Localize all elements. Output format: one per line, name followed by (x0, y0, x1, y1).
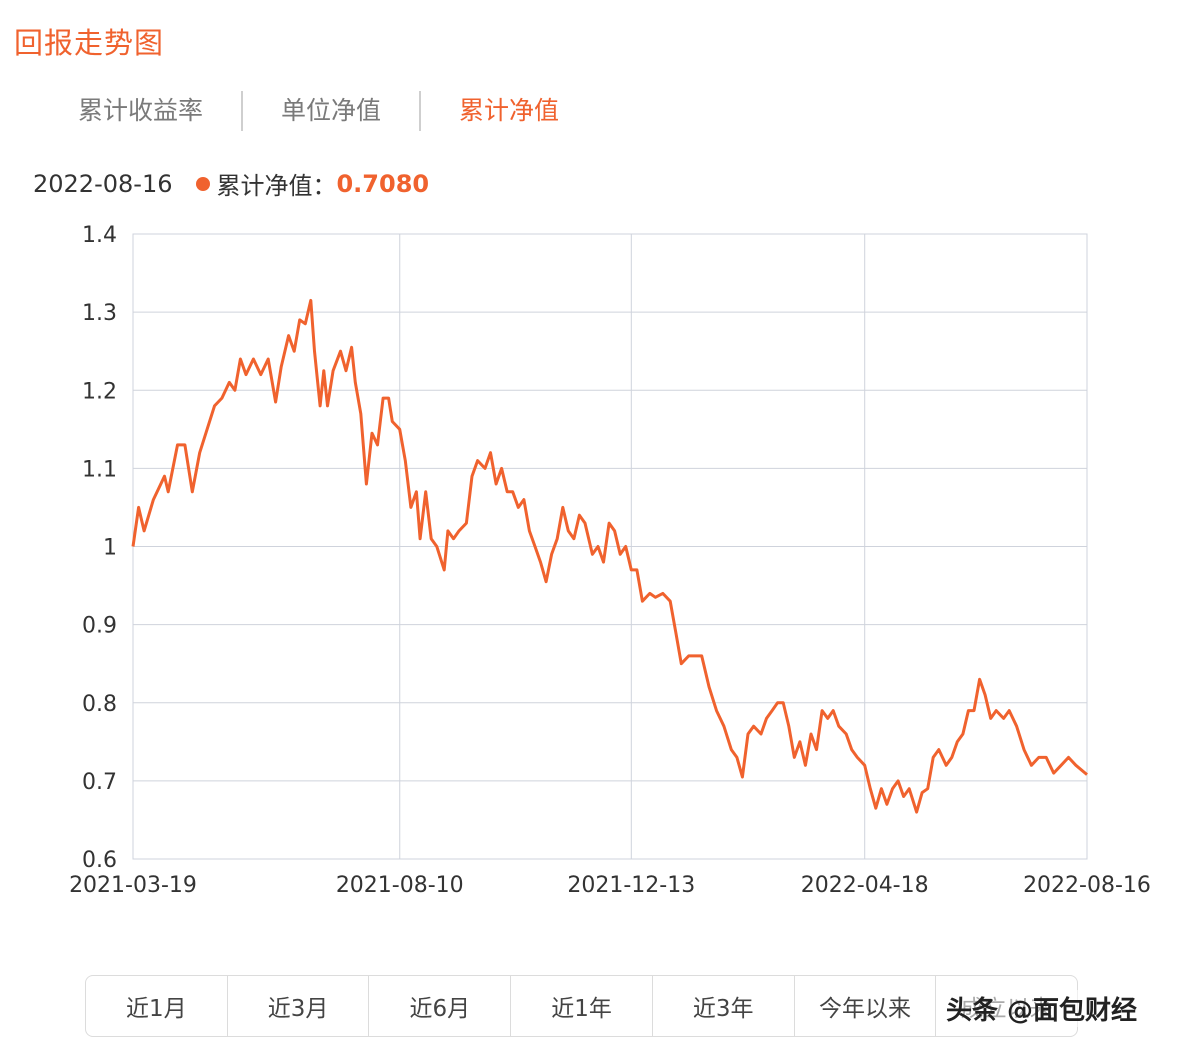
tooltip-label: 累计净值： (216, 172, 337, 200)
tab-cumulative-return[interactable]: 累计收益率 (78, 96, 204, 125)
range-selector: 近1月 近3月 近6月 近1年 近3年 今年以来 成立以来 (85, 975, 1078, 1037)
chart-tooltip: 2022-08-16 累计净值： 0.7080 (33, 166, 429, 201)
chart-tabs: 累计收益率 单位净值 累计净值 (40, 86, 597, 136)
range-ytd[interactable]: 今年以来 (795, 976, 937, 1036)
nav-line-chart[interactable]: 0.6 0.7 0.8 0.9 1 1.1 1.2 1.3 1.4 2021-03-19 2021-… (0, 210, 1188, 910)
y-tick-label: 1.4 (82, 223, 117, 248)
y-tick-label: 1 (103, 536, 117, 561)
x-tick-label: 2021-08-10 (336, 873, 464, 898)
tooltip-value: 0.7080 (336, 169, 430, 198)
watermark: 头条 @面包财经 (940, 990, 1144, 1027)
x-tick-label: 2022-08-16 (1023, 873, 1151, 898)
range-1y[interactable]: 近1年 (511, 976, 653, 1036)
tooltip-date: 2022-08-16 (33, 169, 173, 198)
tab-divider (419, 91, 422, 131)
range-3m[interactable]: 近3月 (228, 976, 370, 1036)
y-tick-label: 1.3 (82, 301, 117, 326)
page-title: 回报走势图 (14, 26, 165, 60)
tab-divider (241, 91, 244, 131)
y-tick-label: 0.8 (82, 692, 117, 717)
series-line (131, 298, 1088, 814)
tab-cumulative-nav[interactable]: 累计净值 (459, 96, 560, 125)
range-3y[interactable]: 近3年 (653, 976, 795, 1036)
range-6m[interactable]: 近6月 (369, 976, 512, 1036)
tab-unit-nav[interactable]: 单位净值 (281, 96, 382, 125)
y-tick-label: 0.6 (82, 848, 117, 873)
x-tick-label: 2021-12-13 (567, 873, 695, 898)
series-dot-icon (196, 176, 211, 191)
y-tick-label: 1.1 (82, 457, 117, 482)
x-tick-label: 2022-04-18 (801, 873, 929, 898)
range-1m[interactable]: 近1月 (86, 976, 228, 1036)
x-tick-label: 2021-03-19 (69, 873, 197, 898)
y-tick-label: 0.9 (82, 614, 117, 639)
y-tick-label: 0.7 (82, 770, 117, 795)
y-tick-label: 1.2 (82, 379, 117, 404)
